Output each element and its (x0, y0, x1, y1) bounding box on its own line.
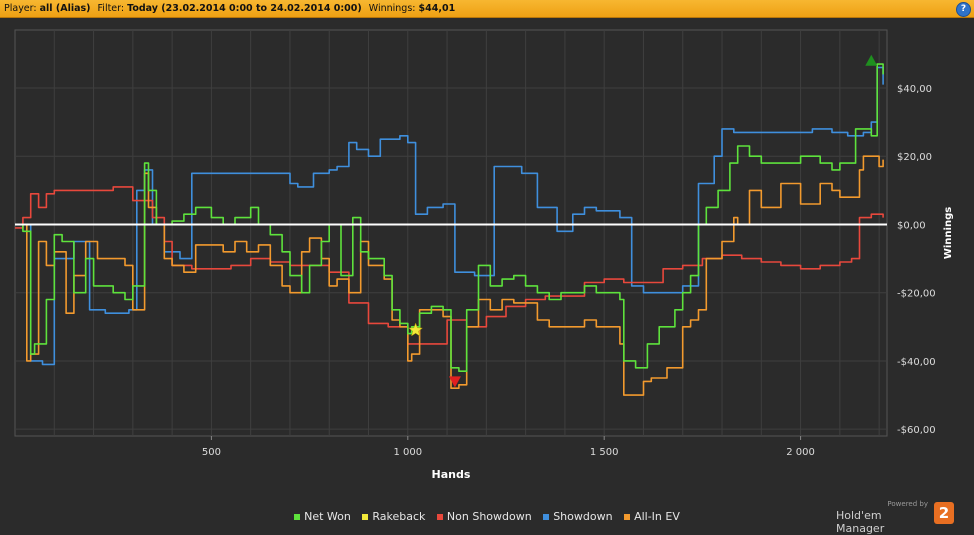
filter-label: Filter: (97, 3, 125, 14)
y-tick-label: $20,00 (897, 152, 932, 163)
filter-value: Today (23.02.2014 0:00 to 24.02.2014 0:0… (127, 3, 362, 14)
y-tick-label: $0,00 (897, 220, 926, 231)
series-line-showdown (15, 66, 884, 366)
legend-label: Non Showdown (446, 510, 532, 523)
legend-label: All-In EV (634, 510, 680, 523)
player-label: Player: (4, 3, 37, 14)
y-tick-label: -$20,00 (897, 289, 936, 300)
high-point-marker (865, 54, 878, 66)
legend-label: Showdown (553, 510, 613, 523)
x-tick-label: 2 000 (786, 447, 815, 458)
legend-swatch (362, 514, 369, 520)
winnings-graph: $40,00 $20,00 $0,00 -$20,00 -$40,00 -$60,00 50… (14, 29, 954, 481)
legend-swatch (543, 514, 550, 520)
winnings-value: $44,01 (418, 3, 456, 14)
x-tick-label: 1 500 (590, 447, 619, 458)
legend-swatch (294, 514, 301, 520)
legend-label: Rakeback (372, 510, 426, 523)
rakeback-star-marker (408, 322, 423, 337)
y-tick-label: $40,00 (897, 84, 932, 95)
legend-swatch (436, 514, 443, 520)
y-tick-label: -$60,00 (897, 425, 936, 436)
legend-item-showdown[interactable]: Showdown (543, 510, 613, 523)
chart-legend: Net Won Rakeback Non Showdown Showdown A… (0, 510, 974, 524)
brand-name: Hold'em Manager (836, 509, 885, 535)
y-tick-label: -$40,00 (897, 357, 936, 368)
winnings-label: Winnings: (368, 3, 416, 14)
legend-item-all-in-ev[interactable]: All-In EV (624, 510, 680, 523)
x-tick-label: 500 (202, 447, 221, 458)
legend-item-net-won[interactable]: Net Won (294, 510, 351, 523)
x-axis-title: Hands (432, 468, 471, 481)
x-tick-label: 1 000 (393, 447, 422, 458)
legend-label: Net Won (304, 510, 351, 523)
series-line-non-showdown (15, 186, 884, 345)
powered-by-text: Powered by (887, 500, 928, 508)
legend-swatch (624, 514, 631, 520)
legend-item-non-showdown[interactable]: Non Showdown (436, 510, 532, 523)
brand-watermark: Powered by Hold'em Manager 2 (836, 500, 966, 535)
legend-item-rakeback[interactable]: Rakeback (362, 510, 425, 523)
filter-header-bar: Player: all (Alias) Filter: Today (23.02… (0, 0, 974, 18)
hm2-logo-icon: 2 (934, 502, 954, 524)
low-point-marker (448, 376, 461, 388)
player-value: all (Alias) (39, 3, 91, 14)
series-line-net-won (15, 63, 884, 372)
help-icon[interactable]: ? (956, 2, 971, 17)
y-axis-title: Winnings (943, 207, 954, 259)
